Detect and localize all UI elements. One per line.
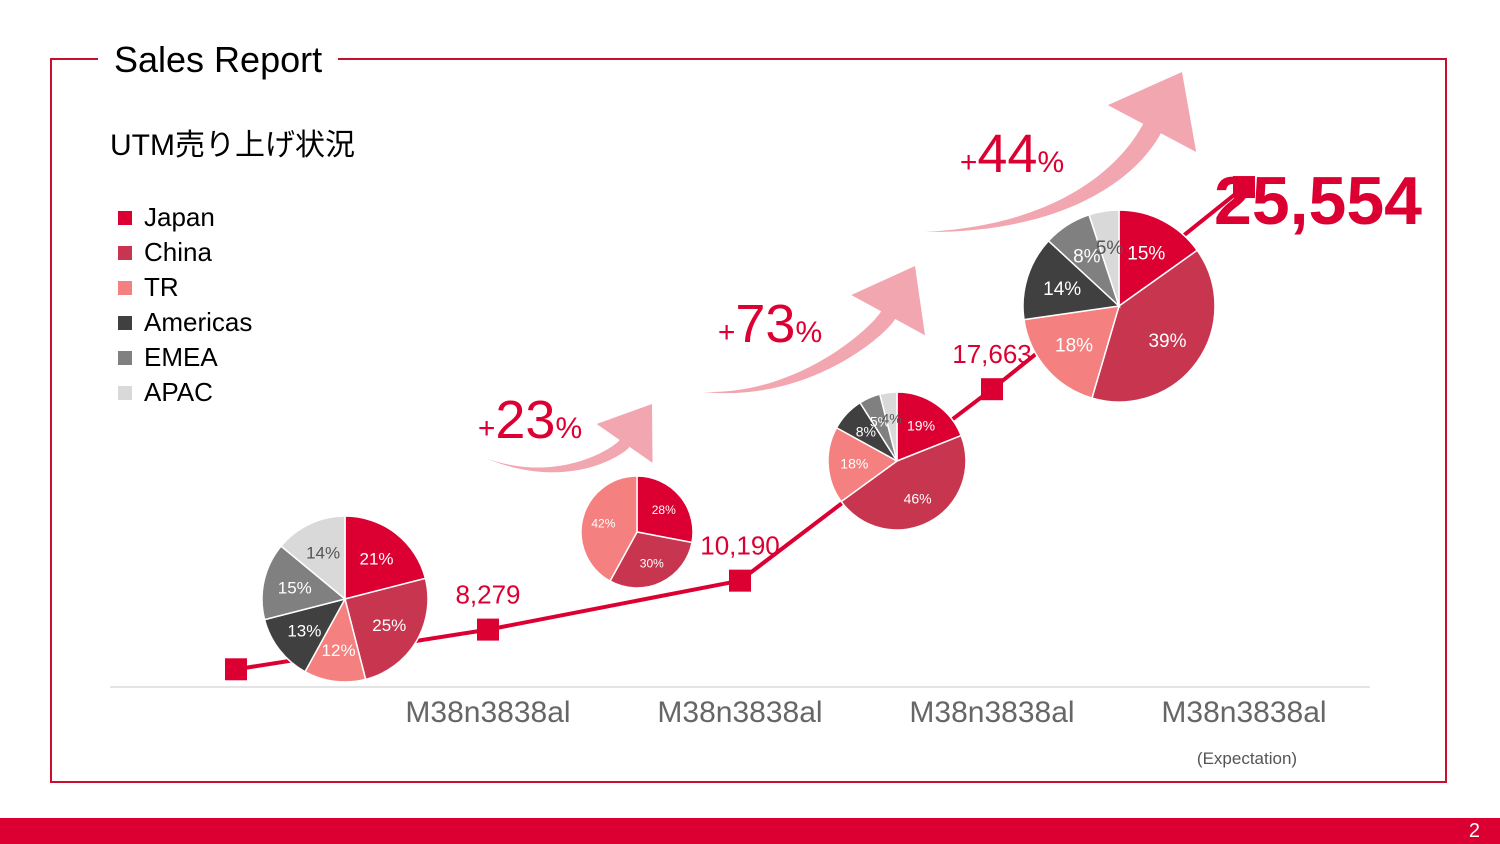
pie-3-label-tr: 18% — [1055, 336, 1093, 357]
legend-swatch-emea — [118, 350, 132, 365]
title-container: Sales Report — [98, 38, 339, 82]
pie-1-slice-tr — [580, 475, 638, 583]
legend-label-apac: APAC — [144, 377, 213, 407]
data-label-1: 8,279 — [455, 580, 520, 610]
legend-item-emea: EMEA — [118, 340, 252, 375]
data-marker-0 — [225, 658, 247, 681]
report-frame — [50, 58, 1447, 783]
legend-item-tr: TR — [118, 270, 252, 305]
pie-3-label-apac: 5% — [1096, 238, 1124, 259]
pie-1-slice-china — [609, 531, 693, 589]
pie-1-slice-japan — [636, 475, 694, 544]
growth-arrow-2 — [925, 72, 1197, 233]
data-marker-1 — [477, 618, 499, 641]
pie-1-label-tr: 42% — [591, 517, 615, 531]
pie-2-label-japan: 19% — [907, 418, 935, 434]
legend-label-tr: TR — [144, 272, 179, 302]
page-number: 2 — [1468, 820, 1480, 842]
pie-0-slice-tr — [303, 596, 367, 683]
pie-2-label-tr: 18% — [840, 456, 868, 472]
pie-3-label-americas: 14% — [1043, 279, 1081, 300]
legend-item-americas: Americas — [118, 305, 252, 340]
legend-label-emea: EMEA — [144, 342, 218, 372]
pie-0-slice-china — [344, 577, 429, 681]
data-marker-3 — [981, 378, 1003, 401]
pie-3-label-china: 39% — [1148, 331, 1186, 352]
pie-3-slice-tr — [1023, 305, 1121, 400]
legend-swatch-tr — [118, 280, 132, 295]
expectation-note: (Expectation) — [1197, 749, 1297, 768]
pie-2-slice-china — [840, 434, 967, 531]
pie-0-label-japan: 21% — [360, 549, 394, 568]
legend-swatch-apac — [118, 385, 132, 400]
pie-3-label-japan: 15% — [1127, 244, 1165, 265]
data-marker-2 — [729, 569, 751, 592]
slide-title: Sales Report — [114, 39, 323, 80]
data-label-2: 10,190 — [700, 531, 780, 561]
legend-swatch-japan — [118, 210, 132, 225]
x-tick-label-4: M38n3838al — [1161, 696, 1326, 729]
pie-2-label-china: 46% — [904, 490, 932, 506]
growth-arrow-1 — [703, 266, 925, 394]
legend-swatch-americas — [118, 315, 132, 330]
legend-label-china: China — [144, 237, 212, 267]
growth-label-1: +73% — [718, 294, 822, 354]
legend-item-japan: Japan — [118, 200, 252, 235]
x-tick-label-2: M38n3838al — [657, 696, 822, 729]
pie-0-slice-americas — [263, 597, 347, 673]
legend-item-china: China — [118, 235, 252, 270]
pie-3-slice-china — [1091, 249, 1216, 403]
x-tick-label-1: M38n3838al — [405, 696, 570, 729]
legend-label-americas: Americas — [144, 307, 253, 337]
pie-0-slice-japan — [344, 515, 427, 600]
data-label-3: 17,663 — [952, 339, 1032, 369]
pie-2-slice-japan — [896, 391, 963, 463]
pie-1-label-china: 30% — [640, 557, 664, 571]
pie-2-slice-apac — [878, 391, 898, 462]
growth-label-2: +44% — [960, 124, 1064, 184]
pie-3-slice-japan — [1118, 209, 1199, 308]
pie-3-slice-apac — [1088, 209, 1120, 307]
pie-0-slice-emea — [261, 545, 347, 621]
pie-3-label-emea: 8% — [1073, 247, 1101, 268]
legend-label-japan: Japan — [144, 202, 215, 232]
pie-0-label-tr: 12% — [322, 641, 356, 660]
big-total-value: 25,554 — [1214, 163, 1422, 239]
pie-3-slice-americas — [1022, 239, 1121, 321]
data-marker-4 — [1233, 176, 1255, 199]
pie-0-label-americas: 13% — [287, 621, 321, 640]
pie-0-slice-apac — [279, 515, 346, 601]
footer-bar — [0, 818, 1500, 844]
pie-0-label-apac: 14% — [306, 543, 340, 562]
x-tick-label-3: M38n3838al — [909, 696, 1074, 729]
pie-2-slice-tr — [827, 426, 899, 503]
pie-2-label-apac: 4% — [882, 410, 902, 426]
pie-2-label-americas: 8% — [856, 424, 876, 440]
pie-2-label-emea: 5% — [870, 414, 890, 430]
pie-0-label-emea: 15% — [278, 579, 312, 598]
legend-item-apac: APAC — [118, 375, 252, 410]
legend-swatch-china — [118, 245, 132, 260]
slide-subtitle: UTM売り上げ状況 — [110, 129, 355, 162]
growth-label-0: +23% — [478, 390, 582, 450]
pie-1-label-japan: 28% — [652, 503, 676, 517]
legend: Japan China TR Americas EMEA APAC — [118, 200, 252, 410]
growth-arrow-0 — [485, 404, 653, 473]
pie-0-label-china: 25% — [372, 616, 406, 635]
